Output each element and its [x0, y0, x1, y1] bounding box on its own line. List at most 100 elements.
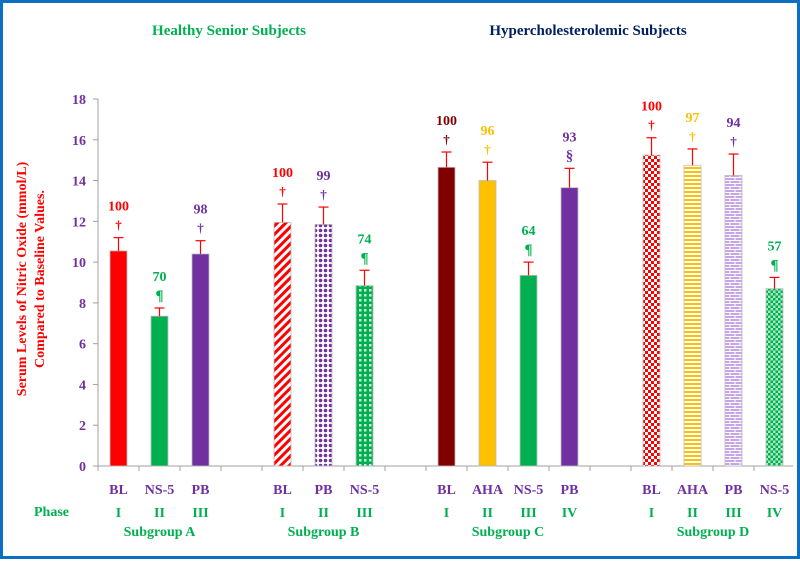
bar: [724, 175, 743, 467]
bar: [150, 315, 169, 467]
phase-numeral: III: [520, 506, 536, 521]
y-tick-label: 0: [79, 460, 86, 475]
subgroup-label: Subgroup A: [124, 525, 197, 540]
y-tick-label: 14: [72, 175, 86, 190]
bar: [437, 166, 456, 467]
significance-mark: †: [648, 118, 655, 133]
percent-label: 98: [194, 203, 208, 218]
bar-group-3-3: ¶ 64: [519, 224, 538, 467]
bar-group-4-4: ¶ 57: [765, 239, 784, 467]
bar-group-2-2: † 99: [314, 169, 333, 467]
bar-group-1-3: † 98: [191, 203, 210, 467]
bar: [191, 253, 210, 467]
x-tick-label: BL: [109, 483, 128, 498]
bar: [109, 250, 128, 467]
bar-group-2-1: † 100: [272, 166, 293, 467]
percent-label: 96: [481, 124, 495, 139]
phase-numeral: I: [444, 506, 449, 521]
phase-numeral: I: [280, 506, 285, 521]
significance-mark: †: [115, 218, 122, 233]
y-tick-label: 16: [72, 134, 86, 149]
phase-numeral: IV: [562, 506, 578, 521]
significance-mark: †: [730, 134, 737, 149]
phase-numeral: II: [318, 506, 329, 521]
x-tick-label: PB: [561, 483, 579, 498]
bar-group-3-2: † 96: [478, 124, 497, 467]
bar-group-4-1: † 100: [641, 100, 662, 467]
phase-numeral: I: [649, 506, 654, 521]
phase-numeral: II: [687, 506, 698, 521]
y-tick-label: 12: [72, 215, 86, 230]
significance-mark: ¶: [770, 257, 778, 273]
percent-label: 100: [436, 114, 457, 129]
x-tick-label: NS-5: [350, 483, 380, 498]
significance-mark: †: [279, 184, 286, 199]
percent-label: 74: [358, 232, 372, 247]
axes: [97, 99, 793, 471]
bars: † 100 ¶ 70 † 98 † 100 † 99 ¶ 74 † 100 † 96 ¶ 64 § 93 † 100 † 97…: [108, 100, 784, 467]
bar: [642, 154, 661, 467]
bar: [519, 274, 538, 467]
percent-label: 100: [108, 200, 129, 215]
phase-numeral: IV: [767, 506, 783, 521]
y-tick-label: 6: [79, 338, 86, 353]
phase-numeral: II: [154, 506, 165, 521]
phase-numeral: III: [356, 506, 372, 521]
bar: [273, 221, 292, 467]
bar: [765, 288, 784, 467]
percent-label: 70: [153, 270, 167, 285]
bar-group-3-4: § 93: [560, 130, 579, 467]
percent-label: 100: [641, 100, 662, 115]
percent-label: 100: [272, 166, 293, 181]
phase-numeral: II: [482, 506, 493, 521]
bar-group-4-3: † 94: [724, 116, 743, 467]
title-hypercholesterolemic: Hypercholesterolemic Subjects: [489, 23, 686, 39]
bar: [560, 187, 579, 467]
phase-numeral: III: [192, 506, 208, 521]
x-tick-label: AHA: [677, 483, 709, 498]
x-tick-label: PB: [315, 483, 333, 498]
x-tick-label: BL: [642, 483, 661, 498]
x-tick-label: BL: [273, 483, 292, 498]
phase-numeral: III: [725, 506, 741, 521]
phase-label: Phase: [34, 505, 69, 520]
bar: [683, 164, 702, 467]
x-tick-label: AHA: [472, 483, 504, 498]
title-healthy-senior: Healthy Senior Subjects: [152, 23, 306, 39]
phase-numeral: I: [116, 506, 121, 521]
bar-group-4-2: † 97: [683, 111, 702, 467]
percent-label: 94: [727, 116, 741, 131]
x-tick-label: NS-5: [145, 483, 175, 498]
significance-mark: ¶: [155, 288, 163, 304]
y-tick-label: 18: [72, 93, 86, 108]
percent-label: 99: [317, 169, 331, 184]
subgroup-label: Subgroup D: [677, 525, 750, 540]
y-tick-label: 8: [79, 297, 86, 312]
bar-group-3-1: † 100: [436, 114, 457, 467]
subgroup-label: Subgroup B: [288, 525, 360, 540]
significance-mark: †: [689, 129, 696, 144]
percent-label: 97: [686, 111, 700, 126]
subgroup-label: Subgroup C: [472, 525, 545, 540]
x-tick-label: PB: [725, 483, 743, 498]
percent-label: 93: [563, 130, 577, 145]
bar-group-1-1: † 100: [108, 200, 129, 467]
bar: [314, 223, 333, 467]
significance-mark: †: [443, 132, 450, 147]
y-tick-label: 10: [72, 256, 86, 271]
significance-mark: ¶: [360, 250, 368, 266]
y-axis-label: Serum Levels of Nitric Oxide (mmol/L) Co…: [15, 161, 48, 396]
significance-mark: §: [566, 148, 574, 164]
y-axis-label-line-2: Compared to Baseline Values.: [33, 190, 48, 368]
percent-label: 64: [522, 224, 536, 239]
bar-group-2-3: ¶ 74: [355, 232, 374, 467]
y-tick-label: 2: [79, 419, 86, 434]
bar: [355, 285, 374, 467]
y-ticks: 0 2 4 6 8 10 12 14 16 18: [72, 93, 98, 475]
y-axis-label-line-1: Serum Levels of Nitric Oxide (mmol/L): [15, 161, 30, 396]
x-tick-label: NS-5: [760, 483, 790, 498]
significance-mark: †: [484, 142, 491, 157]
x-tick-label: PB: [192, 483, 210, 498]
